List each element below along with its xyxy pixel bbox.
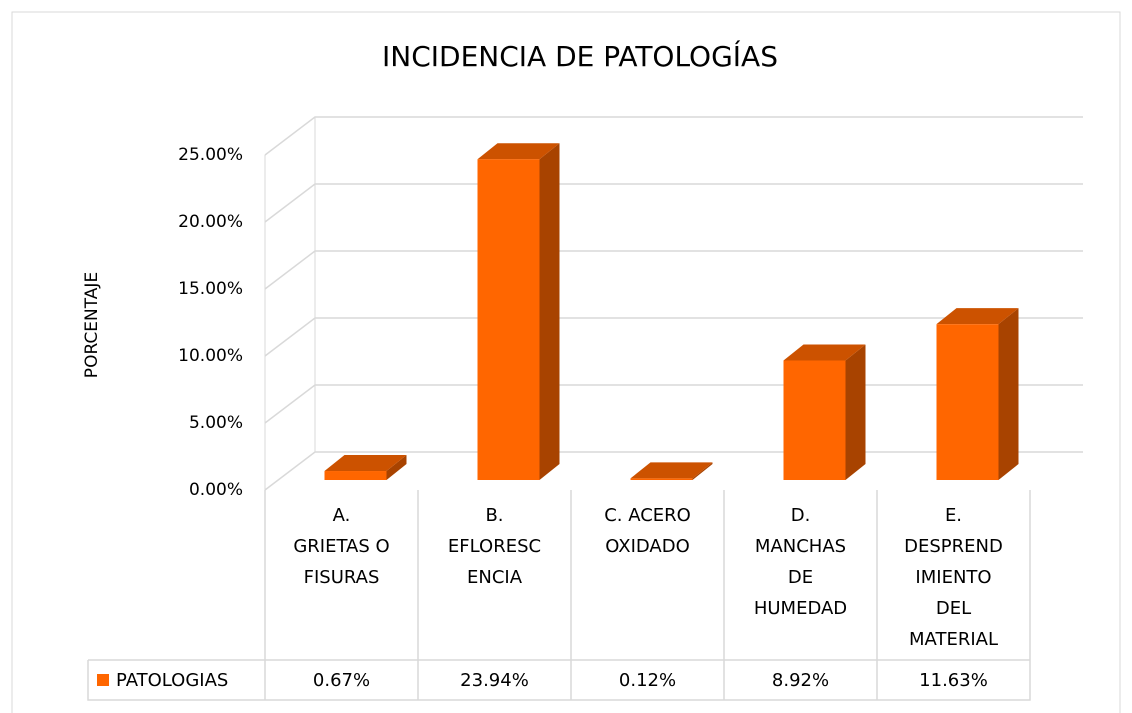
frame	[11, 11, 1121, 713]
y-tick-label: 0.00%	[189, 480, 243, 500]
x-tick-label: E. DESPREND IMIENTO DEL MATERIAL	[904, 505, 1003, 650]
bar	[477, 159, 540, 481]
value-label: 0.67%	[313, 670, 370, 691]
table-lines	[87, 490, 1031, 701]
x-tick-label: A. GRIETAS O FISURAS	[293, 505, 390, 588]
y-tick-label: 5.00%	[189, 413, 243, 433]
value-label: 8.92%	[772, 670, 829, 691]
bar-top	[783, 344, 866, 361]
y-tick-label: 15.00%	[178, 279, 243, 299]
y-axis-label: PORCENTAJE	[82, 272, 102, 378]
bar-top	[477, 143, 560, 160]
value-label: 23.94%	[460, 670, 529, 691]
bar	[630, 478, 693, 480]
bar	[783, 360, 846, 480]
legend-swatch	[97, 674, 109, 686]
bar	[936, 324, 999, 480]
grid-line	[264, 183, 1083, 223]
bar-side	[386, 455, 407, 480]
bar-top	[324, 455, 407, 472]
bar-side	[692, 462, 713, 480]
bar	[324, 471, 387, 480]
bar-side	[845, 344, 866, 480]
y-tick-label: 20.00%	[178, 212, 243, 232]
chart-title: INCIDENCIA DE PATOLOGÍAS	[382, 39, 778, 73]
legend-label: PATOLOGIAS	[116, 670, 228, 691]
bar-top	[630, 462, 713, 479]
value-label: 0.12%	[619, 670, 676, 691]
grid-line	[264, 116, 1083, 156]
bar-side	[998, 308, 1019, 480]
bar-side	[539, 143, 560, 481]
grid-line	[264, 250, 1083, 290]
x-tick-label: B. EFLORESC ENCIA	[447, 505, 542, 588]
bar-top	[936, 308, 1019, 325]
y-tick-label: 25.00%	[178, 145, 243, 165]
x-tick-label: C. ACERO OXIDADO	[604, 505, 691, 557]
value-label: 11.63%	[919, 670, 988, 691]
x-tick-label: D. MANCHAS DE HUMEDAD	[753, 505, 848, 619]
y-tick-label: 10.00%	[178, 346, 243, 366]
